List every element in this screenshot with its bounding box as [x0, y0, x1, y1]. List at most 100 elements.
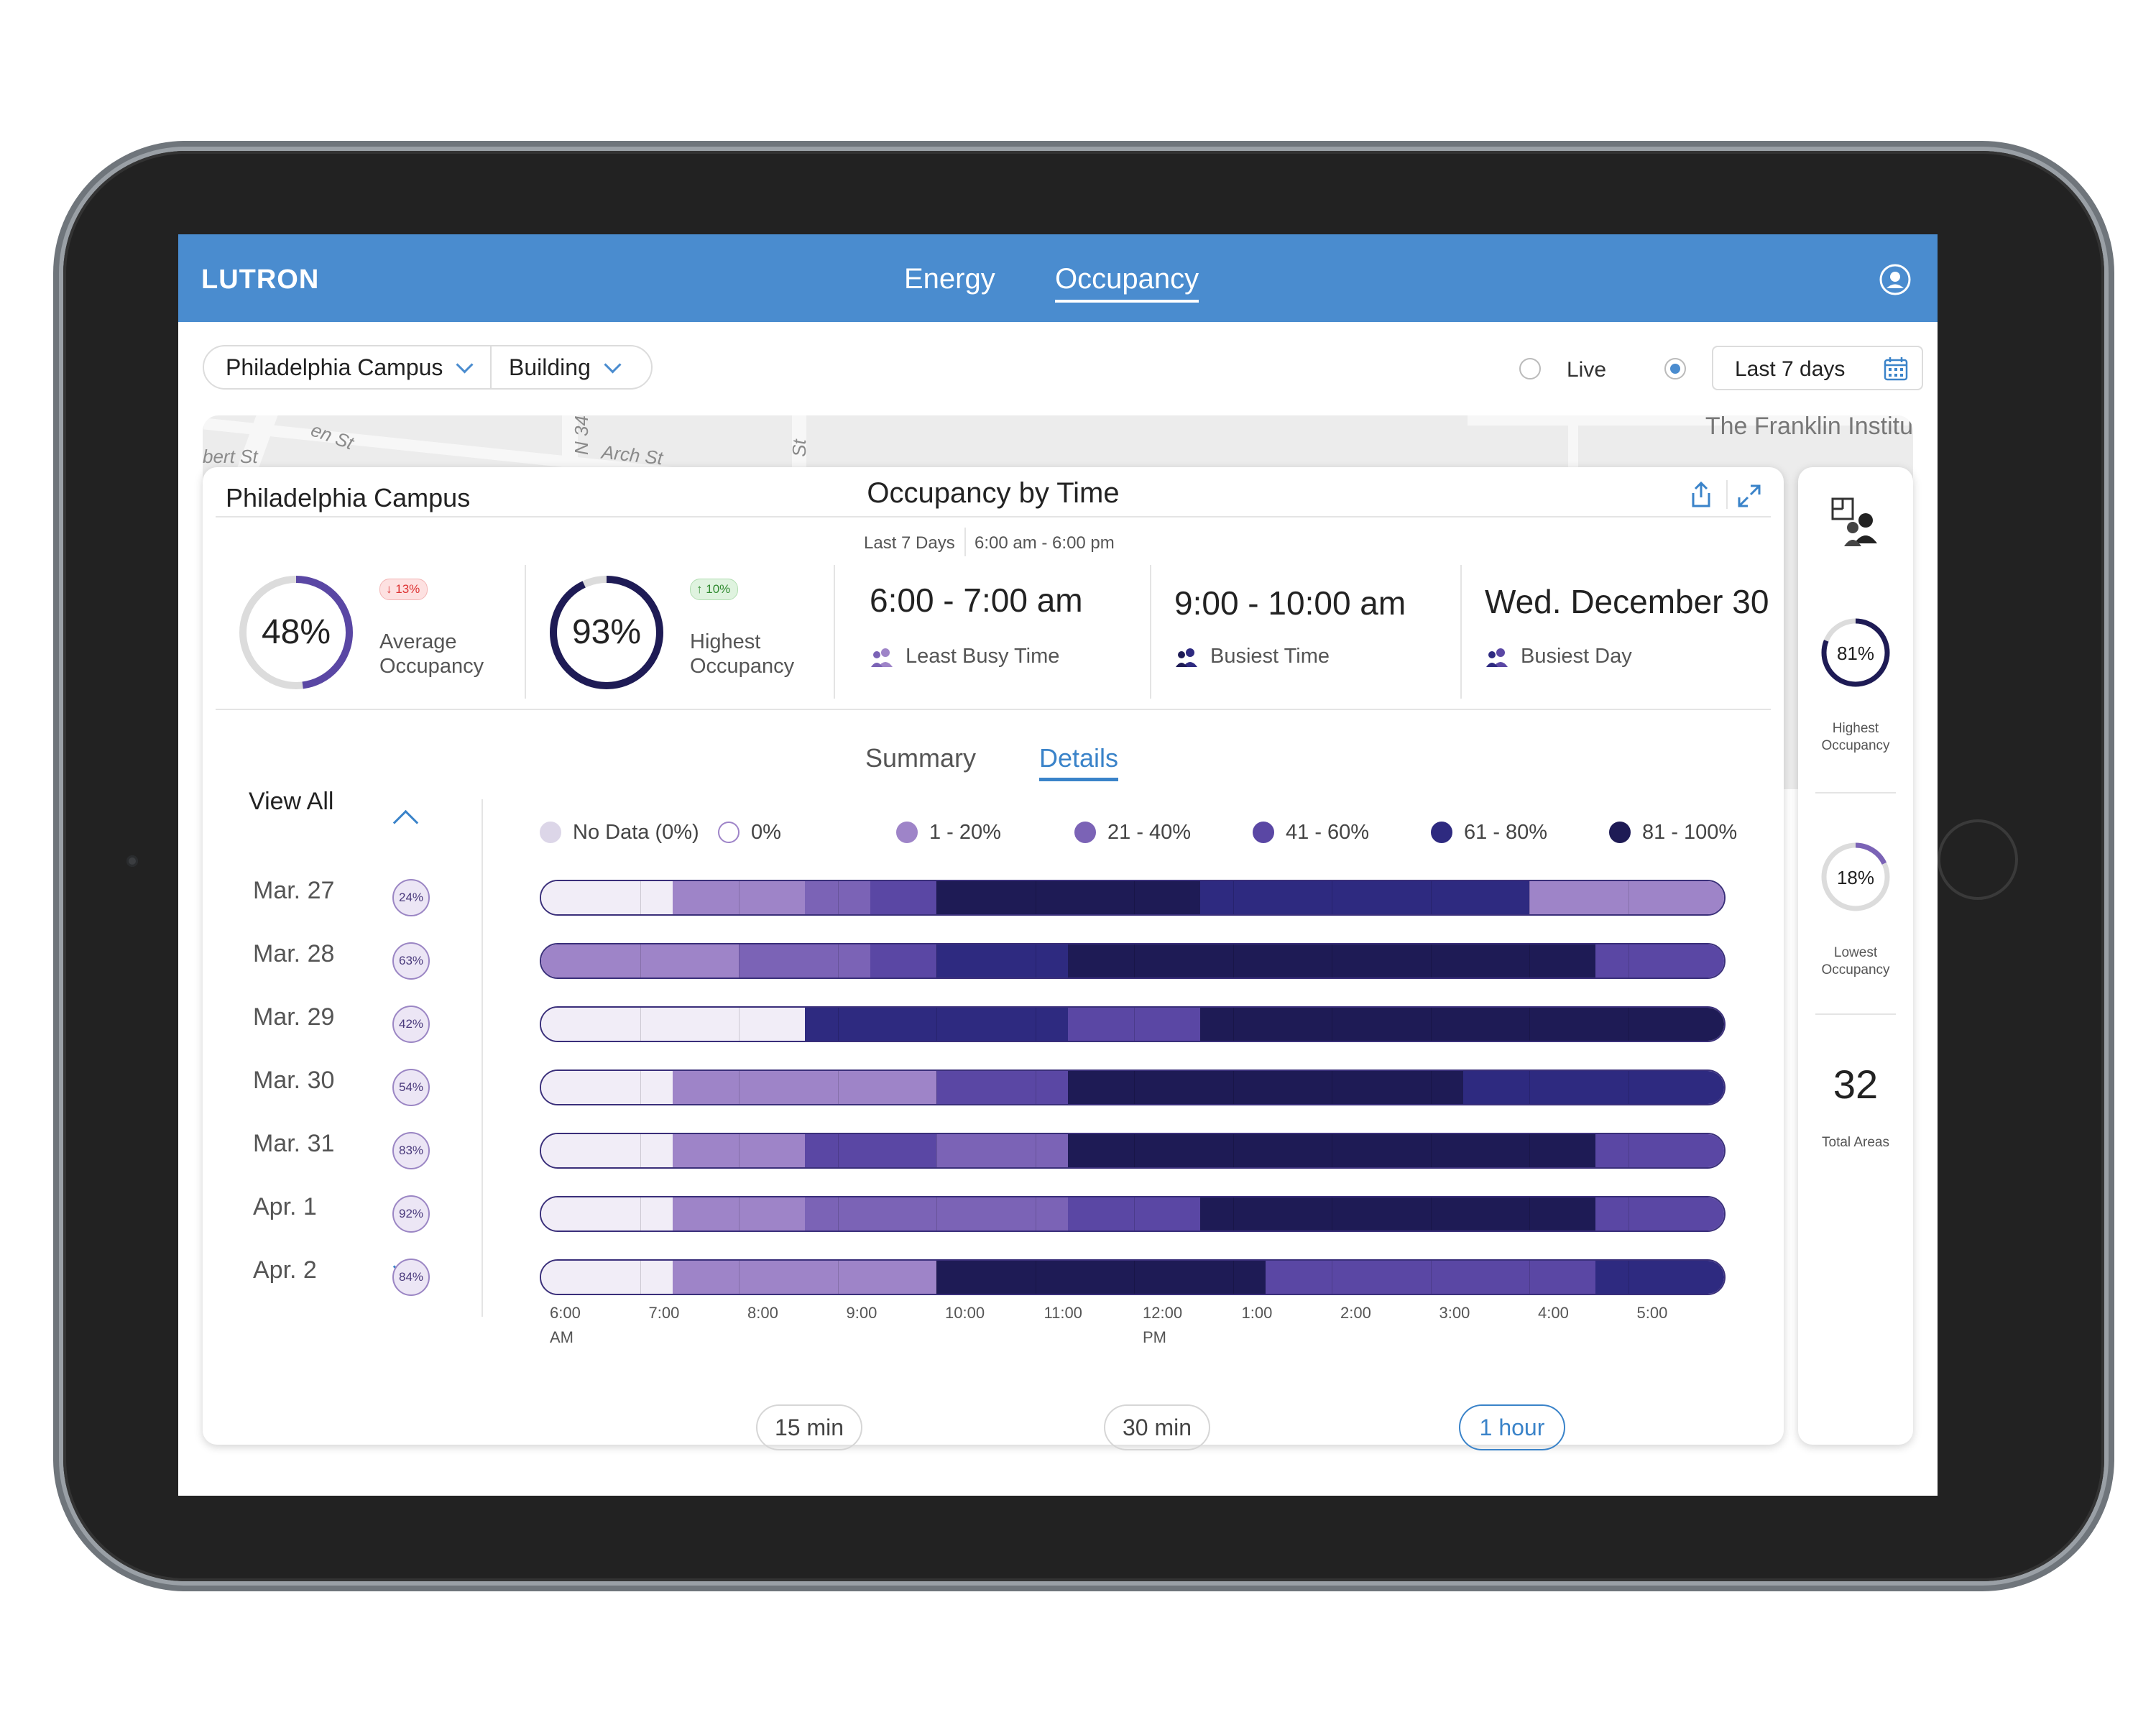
day-percent-chip: 42% — [392, 1006, 430, 1043]
occupancy-segment — [1463, 1071, 1530, 1104]
occupancy-segment — [870, 1134, 937, 1167]
date-range-label: Last 7 days — [1735, 357, 1846, 381]
axis-tick-label: 2:00 — [1340, 1301, 1371, 1325]
day-label[interactable]: Mar. 29 — [253, 1003, 335, 1031]
occupancy-segment — [1002, 1134, 1069, 1167]
hour-tick — [640, 944, 641, 978]
occupancy-segment — [1134, 1134, 1201, 1167]
hour-tick — [1233, 944, 1234, 978]
hour-tick — [1430, 944, 1432, 978]
occupancy-segment — [1266, 1261, 1332, 1294]
hour-tick — [739, 1134, 740, 1167]
tab-energy[interactable]: Energy — [904, 263, 995, 295]
day-label[interactable]: Mar. 31 — [253, 1130, 335, 1157]
hour-tick — [837, 1008, 839, 1041]
legend-label: 21 - 40% — [1107, 821, 1192, 844]
people-icon — [871, 648, 893, 667]
hour-tick — [1529, 881, 1530, 914]
occupancy-segment — [1002, 881, 1069, 914]
hour-tick — [936, 881, 937, 914]
occupancy-segment — [1134, 881, 1201, 914]
axis-time: 9:00 — [846, 1304, 877, 1322]
hour-tick — [936, 944, 937, 978]
people-icon — [1486, 648, 1508, 667]
least-busy-time-value: 6:00 - 7:00 am — [870, 581, 1083, 619]
tab-summary[interactable]: Summary — [865, 743, 977, 773]
range-radio[interactable] — [1664, 358, 1686, 380]
axis-tick-label: 10:00 — [945, 1301, 985, 1325]
date-range-picker[interactable]: Last 7 days — [1712, 346, 1923, 390]
occupancy-segment — [1397, 944, 1465, 978]
camera — [126, 855, 138, 867]
occupancy-segment — [1529, 1197, 1596, 1230]
occupancy-segment — [804, 944, 872, 978]
day-occupancy-bar[interactable] — [540, 1196, 1726, 1232]
hour-tick — [640, 881, 641, 914]
day-label[interactable]: Mar. 28 — [253, 940, 335, 967]
day-occupancy-bar[interactable] — [540, 1133, 1726, 1169]
building-dropdown[interactable]: Building — [509, 346, 622, 388]
day-label[interactable]: Apr. 2 — [253, 1256, 317, 1284]
occupancy-segment — [1529, 881, 1596, 914]
day-occupancy-bar[interactable] — [540, 943, 1726, 979]
occupancy-segment — [1332, 1071, 1399, 1104]
occupancy-segment — [1595, 1261, 1662, 1294]
day-label[interactable]: Mar. 27 — [253, 877, 335, 904]
live-radio[interactable] — [1519, 358, 1541, 380]
occupancy-segment — [673, 1008, 740, 1041]
occupancy-segment — [1068, 1197, 1135, 1230]
day-percent-chip: 63% — [392, 942, 430, 980]
side-lowest-caption-line1: Lowest — [1833, 945, 1878, 960]
occupancy-segment — [1002, 1261, 1069, 1294]
occupancy-segment — [1068, 1261, 1135, 1294]
day-occupancy-bar[interactable] — [540, 880, 1726, 916]
expand-icon[interactable] — [1736, 483, 1762, 509]
occupancy-segment — [739, 881, 806, 914]
hour-tick — [640, 1197, 641, 1230]
legend-item: 81 - 100% — [1609, 821, 1737, 845]
occupancy-segment — [607, 881, 674, 914]
occupancy-segment — [1661, 1197, 1724, 1230]
day-occupancy-bar[interactable] — [540, 1070, 1726, 1105]
map-road — [792, 415, 806, 473]
axis-tick-label: 3:00 — [1439, 1301, 1470, 1325]
hour-tick — [739, 944, 740, 978]
user-account-icon[interactable] — [1879, 263, 1912, 296]
day-label[interactable]: Mar. 30 — [253, 1067, 335, 1094]
occupancy-segment — [870, 944, 937, 978]
view-all-link[interactable]: View All — [249, 788, 334, 815]
calendar-icon[interactable] — [1883, 356, 1909, 382]
campus-dropdown-label: Philadelphia Campus — [226, 354, 443, 380]
filter-divider — [490, 346, 492, 388]
occupancy-segment — [1397, 1008, 1465, 1041]
legend-item: No Data (0%) — [540, 821, 699, 845]
occupancy-segment — [1134, 1008, 1201, 1041]
busiest-time-value: 9:00 - 10:00 am — [1174, 584, 1406, 622]
occupancy-segment — [1463, 881, 1530, 914]
busiest-time-caption: Busiest Time — [1210, 645, 1330, 668]
interval-1-hour-button[interactable]: 1 hour — [1459, 1404, 1565, 1450]
tab-details[interactable]: Details — [1039, 743, 1119, 781]
occupancy-segment — [1661, 944, 1724, 978]
occupancy-segment — [1661, 1261, 1724, 1294]
day-label[interactable]: Apr. 1 — [253, 1193, 317, 1220]
axis-tick-label: 1:00 — [1242, 1301, 1273, 1325]
chevron-up-icon[interactable] — [392, 809, 419, 836]
floorplan-people-icon[interactable] — [1830, 496, 1883, 549]
home-button[interactable] — [1938, 819, 2018, 900]
tab-occupancy[interactable]: Occupancy — [1055, 263, 1199, 303]
legend-swatch — [1253, 822, 1274, 843]
day-occupancy-bar[interactable] — [540, 1006, 1726, 1042]
interval-15-min-button[interactable]: 15 min — [756, 1404, 862, 1450]
hour-tick — [1233, 1008, 1234, 1041]
occupancy-segment — [1332, 1008, 1399, 1041]
interval-30-min-button[interactable]: 30 min — [1104, 1404, 1210, 1450]
occupancy-segment — [1332, 944, 1399, 978]
campus-dropdown[interactable]: Philadelphia Campus — [226, 346, 474, 388]
legend-label: 0% — [751, 821, 781, 844]
occupancy-segment — [673, 944, 740, 978]
occupancy-segment — [541, 1071, 608, 1104]
share-icon[interactable] — [1689, 480, 1713, 509]
day-occupancy-bar[interactable] — [540, 1259, 1726, 1295]
axis-time: 1:00 — [1241, 1304, 1273, 1322]
